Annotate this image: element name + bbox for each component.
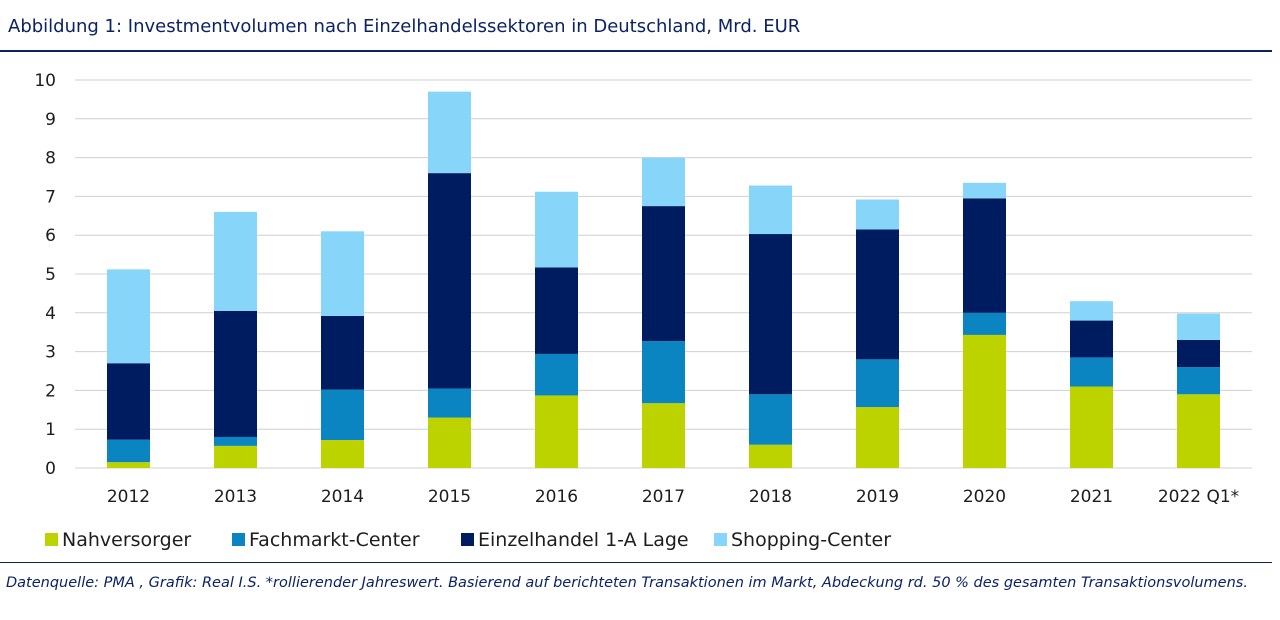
- bar-segment-shopping-center: [321, 231, 364, 316]
- bar-segment-fachmarkt-center: [1070, 357, 1113, 387]
- bar-segment-einzelhandel-1-a-lage: [107, 363, 150, 440]
- bar-segment-fachmarkt-center: [321, 389, 364, 441]
- title-divider: [0, 50, 1272, 52]
- bar-stacks: [107, 91, 1220, 468]
- bar-segment-fachmarkt-center: [535, 353, 578, 396]
- x-axis: 2012 2013 2014 2015 2016 2017 2018 2019 2020 2021…: [107, 487, 1239, 507]
- bar-segment-einzelhandel-1-a-lage: [749, 234, 792, 395]
- y-tick-label: 3: [45, 343, 56, 363]
- bar-segment-fachmarkt-center: [107, 439, 150, 463]
- y-tick-label: 8: [45, 149, 56, 169]
- bar-segment-nahversorger: [321, 440, 364, 468]
- bar-segment-einzelhandel-1-a-lage: [321, 315, 364, 390]
- x-tick-label: 2013: [214, 487, 257, 507]
- x-tick-label: 2022 Q1*: [1158, 487, 1239, 507]
- bar-segment-einzelhandel-1-a-lage: [856, 229, 899, 360]
- bar-segment-nahversorger: [535, 395, 578, 468]
- legend: Nahversorger Fachmarkt-Center Einzelhandel…: [45, 529, 891, 551]
- bar-segment-fachmarkt-center: [1177, 367, 1220, 395]
- bar-segment-fachmarkt-center: [642, 341, 685, 404]
- legend-swatch: [45, 533, 58, 546]
- footnote: Datenquelle: PMA , Grafik: Real I.S. *ro…: [6, 575, 1248, 591]
- x-tick-label: 2020: [963, 487, 1006, 507]
- y-tick-label: 5: [45, 265, 56, 285]
- legend-label: Fachmarkt-Center: [249, 529, 420, 551]
- bar-segment-nahversorger: [856, 407, 899, 468]
- bar-segment-einzelhandel-1-a-lage: [214, 310, 257, 437]
- y-axis: 0 1 2 3 4 5 6 7 8 9 10: [34, 71, 56, 479]
- bar-segment-fachmarkt-center: [214, 436, 257, 446]
- footnote-divider: [0, 562, 1272, 563]
- bar-segment-nahversorger: [1177, 394, 1220, 468]
- bar-segment-einzelhandel-1-a-lage: [963, 198, 1006, 313]
- bar-segment-shopping-center: [642, 157, 685, 207]
- x-tick-label: 2016: [535, 487, 578, 507]
- bar-segment-nahversorger: [107, 462, 150, 468]
- bar-segment-shopping-center: [107, 269, 150, 364]
- bar-segment-shopping-center: [1070, 301, 1113, 321]
- bar-segment-fachmarkt-center: [856, 359, 899, 408]
- y-tick-label: 9: [45, 110, 56, 130]
- bar-segment-nahversorger: [1070, 386, 1113, 468]
- bar-segment-shopping-center: [535, 191, 578, 268]
- bar-segment-shopping-center: [428, 91, 471, 174]
- y-tick-label: 1: [45, 420, 56, 440]
- bar-segment-fachmarkt-center: [428, 388, 471, 418]
- bar-segment-nahversorger: [749, 444, 792, 468]
- bar-segment-shopping-center: [749, 185, 792, 235]
- x-tick-label: 2012: [107, 487, 150, 507]
- bar-segment-shopping-center: [1177, 313, 1220, 340]
- bar-segment-fachmarkt-center: [963, 312, 1006, 335]
- legend-label: Einzelhandel 1-A Lage: [478, 529, 689, 551]
- legend-label: Nahversorger: [62, 529, 191, 551]
- bar-segment-einzelhandel-1-a-lage: [642, 206, 685, 342]
- y-tick-label: 6: [45, 226, 56, 246]
- y-tick-label: 2: [45, 381, 56, 401]
- bar-segment-einzelhandel-1-a-lage: [535, 267, 578, 354]
- y-tick-label: 7: [45, 187, 56, 207]
- x-tick-label: 2021: [1070, 487, 1113, 507]
- chart-title: Abbildung 1: Investmentvolumen nach Einz…: [8, 16, 801, 37]
- bar-segment-shopping-center: [963, 182, 1006, 199]
- x-tick-label: 2017: [642, 487, 685, 507]
- bar-segment-nahversorger: [428, 417, 471, 468]
- x-tick-label: 2019: [856, 487, 899, 507]
- bar-segment-einzelhandel-1-a-lage: [1177, 339, 1220, 368]
- x-tick-label: 2015: [428, 487, 471, 507]
- bar-segment-nahversorger: [214, 445, 257, 468]
- bar-segment-nahversorger: [963, 334, 1006, 468]
- x-tick-label: 2014: [321, 487, 364, 507]
- legend-swatch: [714, 533, 727, 546]
- x-tick-label: 2018: [749, 487, 792, 507]
- bar-segment-einzelhandel-1-a-lage: [428, 173, 471, 389]
- y-tick-label: 0: [45, 459, 56, 479]
- y-tick-label: 10: [34, 71, 56, 91]
- bar-segment-fachmarkt-center: [749, 394, 792, 445]
- bar-segment-einzelhandel-1-a-lage: [1070, 320, 1113, 358]
- legend-swatch: [461, 533, 474, 546]
- legend-label: Shopping-Center: [731, 529, 891, 551]
- bar-segment-nahversorger: [642, 403, 685, 468]
- y-tick-label: 4: [45, 304, 56, 324]
- legend-swatch: [232, 533, 245, 546]
- bar-segment-shopping-center: [214, 211, 257, 311]
- bar-segment-shopping-center: [856, 199, 899, 230]
